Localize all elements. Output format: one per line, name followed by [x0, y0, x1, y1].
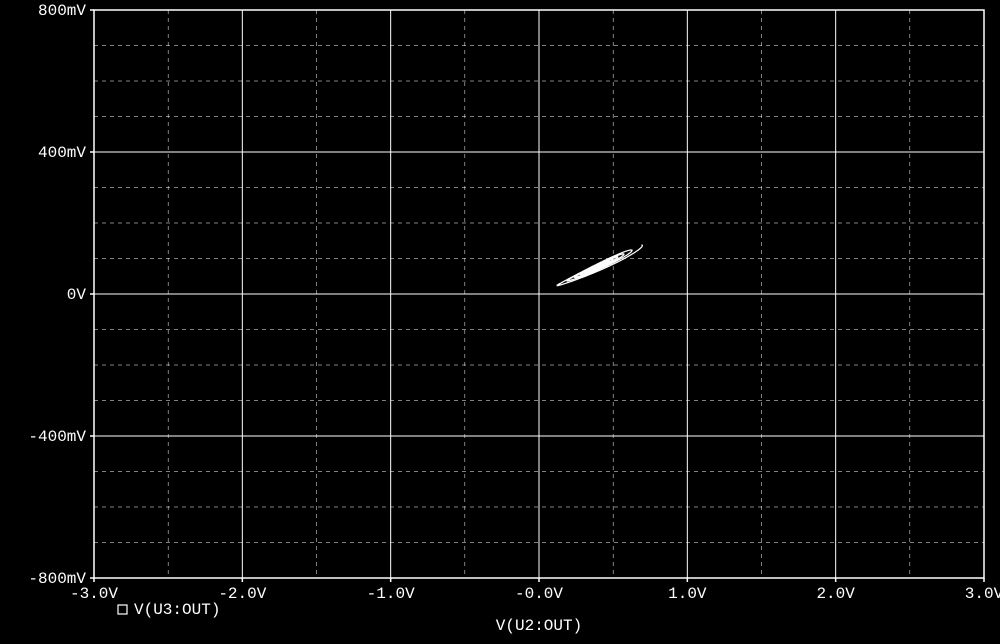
x-axis-label: V(U2:OUT) — [496, 617, 582, 635]
x-tick-label: -0.0V — [515, 585, 563, 603]
legend-label: V(U3:OUT) — [134, 601, 220, 619]
y-tick-label: 400mV — [38, 144, 86, 162]
x-tick-label: 3.0V — [965, 585, 1000, 603]
x-tick-label: -2.0V — [218, 585, 266, 603]
x-tick-label: -1.0V — [367, 585, 415, 603]
phase-plot-svg: -800mV-400mV0V400mV800mV-3.0V-2.0V-1.0V-… — [0, 0, 1000, 644]
x-tick-label: 1.0V — [668, 585, 707, 603]
y-tick-label: -400mV — [28, 428, 86, 446]
y-tick-label: 0V — [67, 286, 87, 304]
plot-background — [0, 0, 1000, 644]
phase-plot-container: { "chart": { "type": "phase-portrait", "… — [0, 0, 1000, 644]
x-tick-label: -3.0V — [70, 585, 118, 603]
y-tick-label: 800mV — [38, 2, 86, 20]
x-tick-label: 2.0V — [816, 585, 855, 603]
